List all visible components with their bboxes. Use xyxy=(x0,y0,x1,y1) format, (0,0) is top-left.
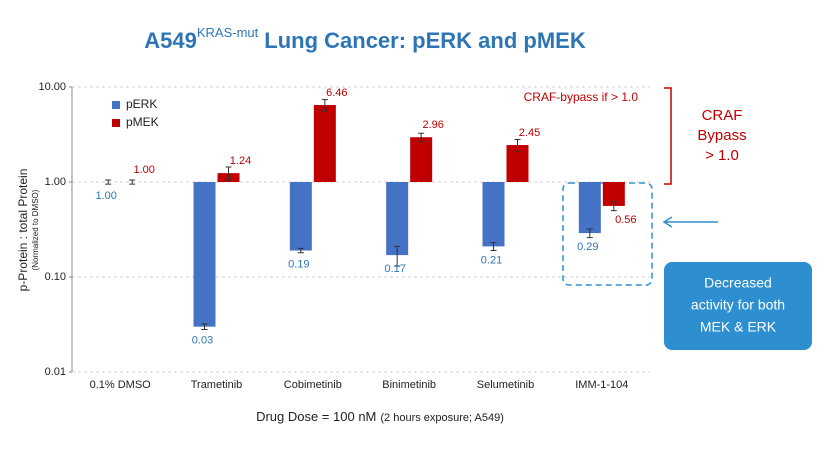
value-label: 0.56 xyxy=(615,214,636,226)
title-superscript: KRAS-mut xyxy=(197,25,259,40)
error-bar xyxy=(586,228,593,239)
value-label: 0.21 xyxy=(481,254,502,266)
bracket-text: > 1.0 xyxy=(705,147,739,164)
error-bar xyxy=(321,99,328,112)
bracket-text: Bypass xyxy=(697,127,746,144)
legend-swatch xyxy=(112,119,120,127)
error-bar xyxy=(105,179,112,185)
title-main: A549 xyxy=(144,28,197,53)
x-tick-label: IMM-1-104 xyxy=(575,379,628,391)
x-tick-label: Cobimetinib xyxy=(284,379,342,391)
callout-box xyxy=(664,262,812,350)
value-label: 0.17 xyxy=(384,263,405,275)
y-label: p-Protein : total Protein (Normalized to… xyxy=(16,169,40,292)
legend-label: pMEK xyxy=(126,115,159,129)
value-label: 6.46 xyxy=(326,87,347,99)
chart-title: A549KRAS-mut Lung Cancer: pERK and pMEK xyxy=(144,25,586,52)
y-tick-label: 0.10 xyxy=(45,271,66,283)
value-label: 0.29 xyxy=(577,241,598,253)
bar xyxy=(386,182,409,256)
y-label-sub: (Normalized to DMSO) xyxy=(31,189,40,270)
bar xyxy=(410,137,433,182)
error-bar xyxy=(297,247,304,254)
highlight-box xyxy=(562,182,653,286)
y-tick-label: 0.01 xyxy=(45,366,66,378)
bar xyxy=(578,182,601,234)
error-bar xyxy=(394,245,401,267)
error-bar xyxy=(129,179,136,185)
error-bar xyxy=(418,132,425,143)
title-rest: Lung Cancer: pERK and pMEK xyxy=(264,28,586,53)
value-label: 2.96 xyxy=(422,119,443,131)
x-tick-label: 0.1% DMSO xyxy=(90,379,152,391)
error-bar xyxy=(225,166,232,181)
x-tick-label: Binimetinib xyxy=(382,379,436,391)
value-label: 2.45 xyxy=(519,127,540,139)
bar xyxy=(289,182,312,251)
bar xyxy=(193,182,216,327)
x-tick-label: Selumetinib xyxy=(477,379,534,391)
bypass-note: CRAF-bypass if > 1.0 xyxy=(524,90,639,104)
bar xyxy=(313,105,336,182)
y-tick-label: 10.00 xyxy=(38,81,66,93)
x-label: Drug Dose = 100 nM (2 hours exposure; A54… xyxy=(256,409,504,424)
bar xyxy=(482,182,505,247)
error-bar xyxy=(514,139,521,152)
arrow xyxy=(662,216,718,228)
y-label-main: p-Protein : total Protein xyxy=(16,169,30,292)
callout-text: MEK & ERK xyxy=(700,319,777,335)
value-label: 0.19 xyxy=(288,258,309,270)
error-bar xyxy=(201,323,208,331)
x-label-main: Drug Dose = 100 nM xyxy=(256,409,376,424)
x-tick-label: Trametinib xyxy=(191,379,243,391)
legend-swatch xyxy=(112,101,120,109)
error-bar xyxy=(610,201,617,212)
value-label: 1.00 xyxy=(133,164,154,176)
value-label: 1.00 xyxy=(95,190,116,202)
y-tick-label: 1.00 xyxy=(45,176,66,188)
legend-label: pERK xyxy=(126,97,157,111)
callout-text: activity for both xyxy=(691,297,785,313)
x-label-sub: (2 hours exposure; A549) xyxy=(380,412,504,424)
callout-text: Decreased xyxy=(704,275,772,291)
bracket-text: CRAF xyxy=(702,107,743,124)
bar xyxy=(506,145,529,182)
bracket xyxy=(664,87,672,185)
value-label: 1.24 xyxy=(230,155,251,167)
value-label: 0.03 xyxy=(192,335,213,347)
error-bar xyxy=(490,242,497,252)
bar xyxy=(602,182,625,206)
